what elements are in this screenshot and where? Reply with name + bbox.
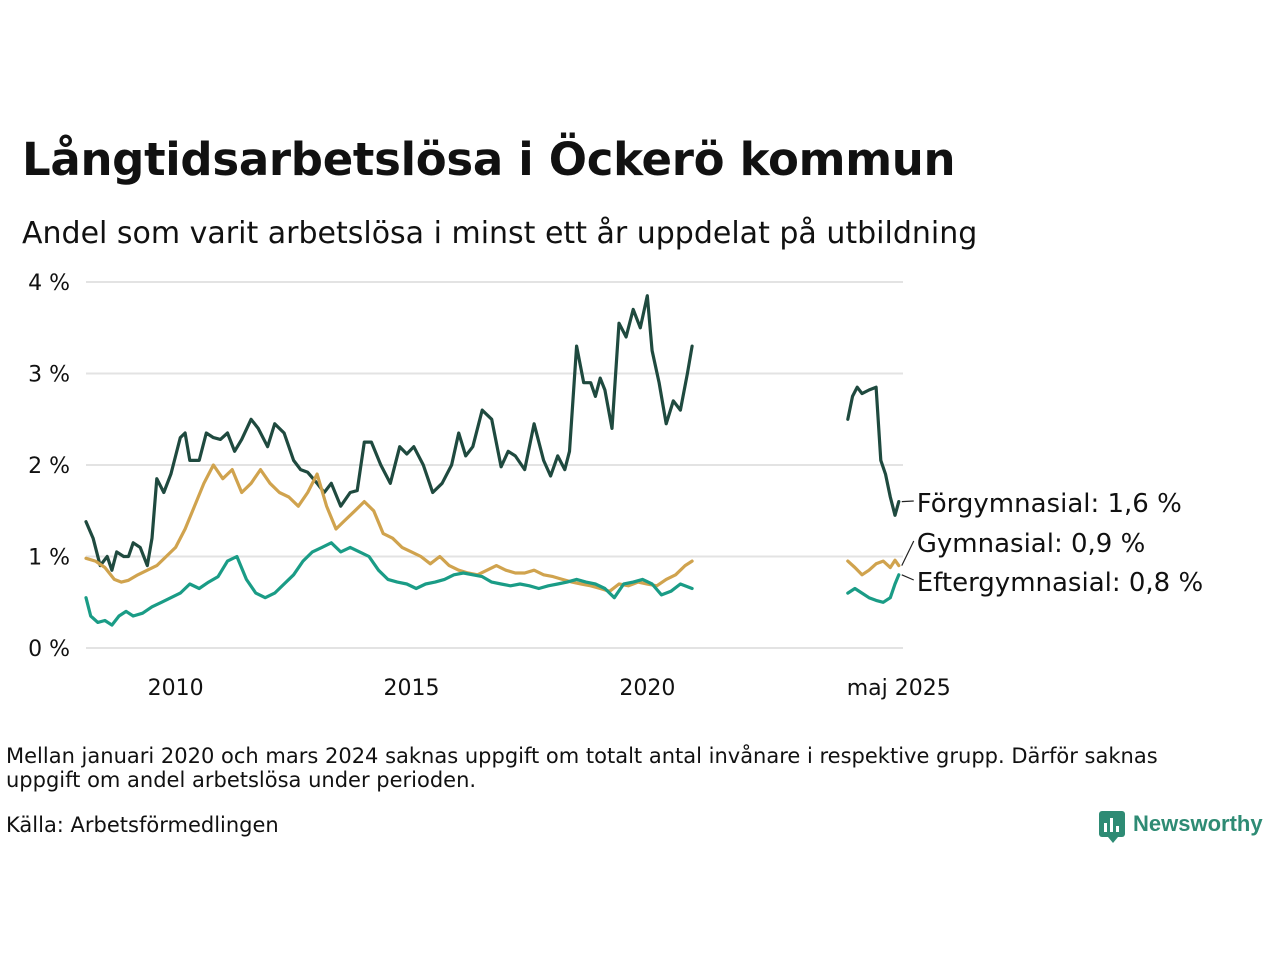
series-end-labels: Förgymnasial: 1,6 % Gymnasial: 0,9 % Efter… bbox=[901, 489, 1203, 598]
x-axis-tick-labels: 2010 2015 2020 maj 2025 bbox=[148, 676, 951, 701]
y-axis-tick-labels: 0 % 1 % 2 % 3 % 4 % bbox=[28, 271, 70, 662]
series-line-0-segment-0 bbox=[84, 294, 694, 572]
chart-subtitle: Andel som varit arbetslösa i minst ett å… bbox=[22, 216, 978, 251]
series-end-label: Gymnasial: 0,9 % bbox=[917, 529, 1146, 559]
series-line-0-segment-1 bbox=[846, 385, 901, 517]
x-tick-label: 2010 bbox=[148, 676, 204, 701]
x-tick-label: 2020 bbox=[619, 676, 675, 701]
series-line-1-segment-0 bbox=[84, 463, 694, 593]
x-tick-label: 2015 bbox=[383, 676, 439, 701]
series-line-2-segment-0 bbox=[84, 541, 694, 627]
source-credit: Källa: Arbetsförmedlingen bbox=[6, 813, 279, 837]
series-end-label: Eftergymnasial: 0,8 % bbox=[917, 568, 1203, 598]
y-tick-label: 4 % bbox=[28, 271, 70, 296]
label-leader-line bbox=[901, 574, 914, 581]
y-tick-label: 1 % bbox=[28, 546, 70, 571]
grid-lines bbox=[86, 281, 903, 649]
y-tick-label: 3 % bbox=[28, 363, 70, 388]
bar-chart-icon bbox=[1099, 811, 1125, 843]
series-lines bbox=[84, 294, 901, 627]
y-tick-label: 0 % bbox=[28, 637, 70, 662]
brand-name: Newsworthy bbox=[1133, 811, 1263, 836]
y-tick-label: 2 % bbox=[28, 454, 70, 479]
x-tick-label: maj 2025 bbox=[847, 676, 951, 701]
footnote: Mellan januari 2020 och mars 2024 saknas… bbox=[6, 744, 1158, 792]
series-line-2-segment-1 bbox=[846, 573, 901, 604]
label-leader-line bbox=[901, 500, 914, 503]
series-line-1-segment-1 bbox=[846, 558, 901, 577]
chart-title: Långtidsarbetslösa i Öckerö kommun bbox=[22, 133, 956, 186]
brand-logo: Newsworthy bbox=[1099, 808, 1263, 843]
series-end-label: Förgymnasial: 1,6 % bbox=[917, 489, 1182, 519]
label-leader-line bbox=[901, 540, 915, 566]
line-chart: 0 % 1 % 2 % 3 % 4 % 2010 2015 2020 maj 2025 För… bbox=[28, 271, 1203, 701]
